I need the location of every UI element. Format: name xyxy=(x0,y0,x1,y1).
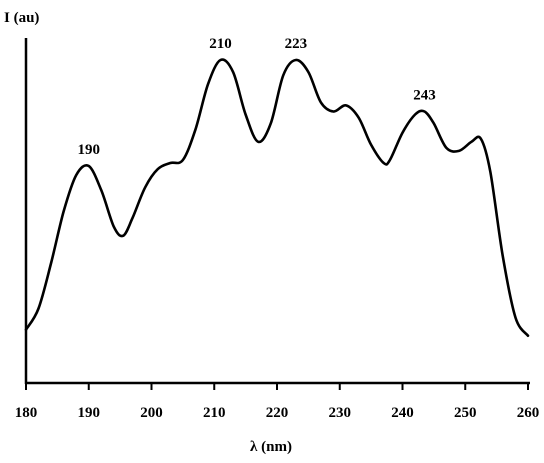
x-tick-label: 260 xyxy=(517,405,540,421)
x-tick-label: 180 xyxy=(15,405,38,421)
peak-label: 223 xyxy=(285,36,308,52)
x-tick-label: 200 xyxy=(140,405,163,421)
x-tick-label: 250 xyxy=(454,405,477,421)
peak-annotations: 190 210 223 243 xyxy=(78,36,436,158)
x-axis-ticks: 180 190 200 210 220 230 240 250 260 xyxy=(15,383,540,421)
peak-label: 190 xyxy=(78,142,101,158)
peak-label: 210 xyxy=(209,36,232,52)
x-tick-label: 230 xyxy=(329,405,352,421)
series-line xyxy=(24,58,530,337)
x-tick-label: 190 xyxy=(78,405,101,421)
x-tick-label: 210 xyxy=(203,405,226,421)
x-tick-label: 240 xyxy=(391,405,414,421)
x-axis-title: λ (nm) xyxy=(250,439,292,455)
y-axis-title: I (au) xyxy=(4,10,39,26)
x-tick-label: 220 xyxy=(266,405,289,421)
peak-label: 243 xyxy=(413,88,436,104)
